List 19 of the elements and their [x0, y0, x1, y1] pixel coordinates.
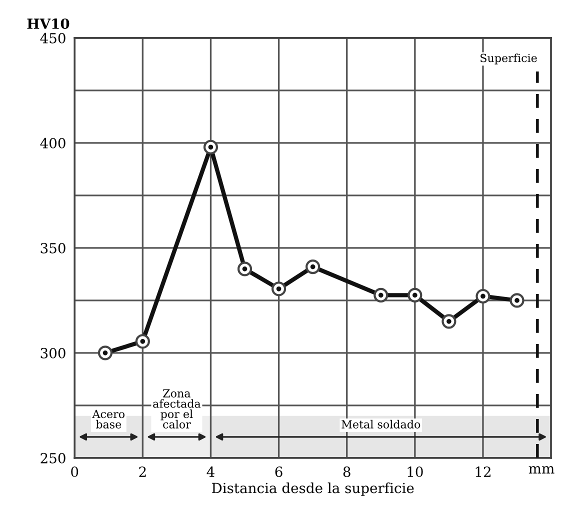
x-tick-label: 6 [275, 466, 282, 478]
x-tick-label: 8 [343, 466, 350, 478]
y-axis-title: HV10 [27, 18, 70, 29]
x-tick-label: 0 [71, 466, 78, 478]
band-label: Acero base [92, 410, 125, 428]
x-tick-label: 2 [139, 466, 146, 477]
y-tick-label: 350 [40, 242, 66, 254]
x-tick-label: 10 [408, 466, 423, 478]
x-tick-label: 4 [206, 466, 214, 477]
x-tick-label: 12 [476, 466, 490, 477]
band-label: Metal soldado [342, 420, 420, 428]
ref-line-label: Superficie [480, 54, 537, 64]
y-tick-label: 450 [40, 32, 66, 44]
y-tick-label: 400 [40, 138, 66, 148]
text: mm [528, 466, 554, 474]
y-tick-label: 300 [40, 348, 66, 358]
band-label: Zona afectada por el calor [153, 389, 201, 428]
y-tick-label: 250 [40, 452, 66, 464]
x-axis-title: Distancia desde la superficie [212, 482, 414, 496]
